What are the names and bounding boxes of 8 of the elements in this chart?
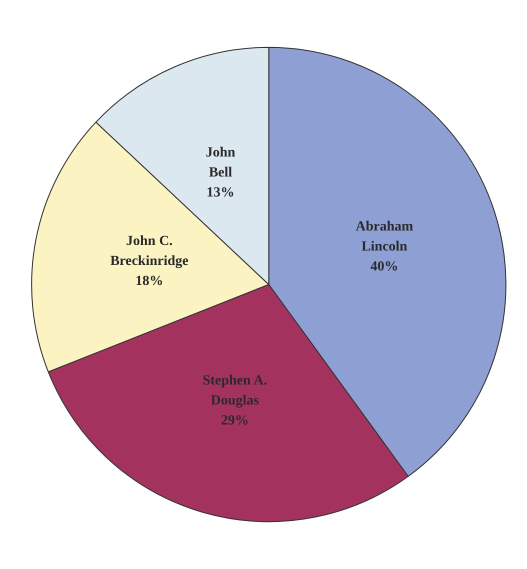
slice-label: Abraham Lincoln <box>356 219 414 254</box>
data-label: 40% <box>370 259 398 274</box>
data-label: 13% <box>206 185 234 200</box>
data-label: 29% <box>220 414 249 429</box>
data-label: 18% <box>135 274 164 290</box>
slice-label: Stephen A. Douglas <box>202 374 268 409</box>
slice-label: John Bell <box>206 145 236 180</box>
slice-label: John C. Breckinridge <box>110 234 188 270</box>
